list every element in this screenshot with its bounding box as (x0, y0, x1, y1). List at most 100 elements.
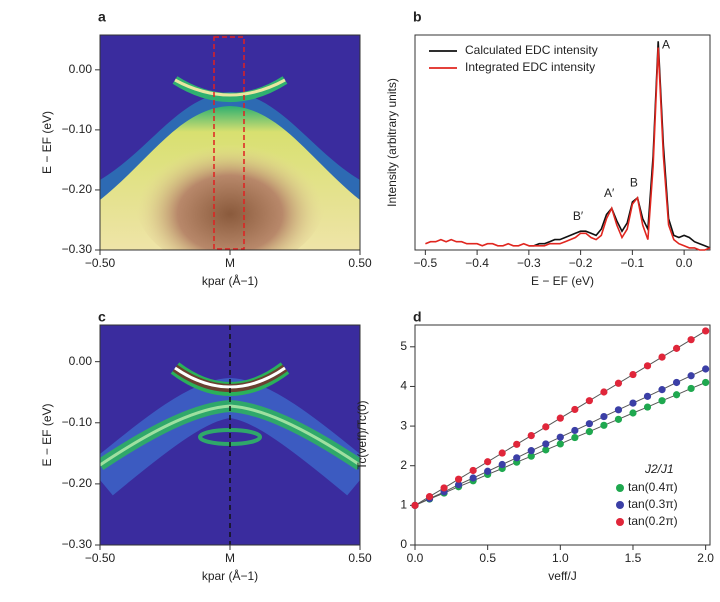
data-point (600, 421, 608, 429)
data-point (454, 481, 463, 489)
data-point (702, 365, 710, 373)
y-tick-label: −0.10 (62, 415, 93, 429)
annotation: A′ (604, 186, 615, 200)
data-point (411, 501, 419, 509)
data-point (600, 388, 608, 396)
data-point (629, 409, 637, 417)
data-point (498, 460, 506, 469)
data-point (484, 458, 492, 466)
data-point (643, 403, 652, 411)
data-point (513, 440, 521, 448)
series-line (425, 47, 711, 251)
y-tick-label: 0 (400, 537, 407, 551)
panel-label: b (413, 9, 422, 25)
data-point (643, 392, 652, 400)
data-point (585, 397, 593, 405)
data-point (672, 378, 681, 387)
y-tick-label: 0.00 (69, 62, 93, 76)
legend-title: J2/J1 (644, 462, 674, 476)
data-point (556, 433, 564, 441)
legend-label: tan(0.3π) (628, 497, 678, 511)
x-tick-label: 0.0 (407, 551, 424, 565)
series-line (528, 41, 711, 249)
data-point (629, 399, 637, 407)
data-point (629, 370, 637, 379)
data-point (658, 353, 666, 361)
y-tick-label: −0.30 (62, 537, 93, 551)
data-point (614, 406, 623, 414)
y-tick-label: 5 (400, 339, 407, 353)
x-axis-label: kpar (Å−1) (202, 568, 258, 583)
x-tick-label: −0.3 (517, 256, 541, 270)
data-point (585, 428, 593, 436)
data-point (658, 386, 666, 394)
y-axis-label: Intensity (arbitrary units) (385, 78, 399, 207)
data-point (542, 440, 550, 448)
y-axis-label: E − EF (eV) (40, 403, 54, 466)
legend-marker (616, 518, 624, 526)
annotation: A (662, 38, 670, 52)
data-point (672, 391, 681, 399)
x-tick-label: M (225, 256, 235, 270)
x-tick-label: −0.1 (621, 256, 645, 270)
y-tick-label: 1 (400, 498, 407, 512)
legend-label: Integrated EDC intensity (465, 60, 595, 74)
data-point (643, 362, 652, 370)
x-tick-label: −0.50 (85, 551, 116, 565)
x-tick-label: 0.50 (348, 551, 372, 565)
data-point (556, 414, 564, 422)
data-point (702, 327, 710, 335)
y-tick-label: −0.30 (62, 242, 93, 256)
legend-label: tan(0.4π) (628, 480, 678, 494)
x-tick-label: −0.4 (465, 256, 489, 270)
x-tick-label: −0.50 (85, 256, 116, 270)
plot-frame (414, 324, 711, 546)
annotation: B′ (573, 209, 584, 223)
panel-label: d (413, 309, 422, 325)
data-point (527, 431, 535, 440)
data-point (556, 440, 564, 448)
x-tick-label: 0.50 (348, 256, 372, 270)
x-tick-label: 0.0 (676, 256, 693, 270)
heatmap-image (100, 325, 360, 545)
x-tick-label: 1.5 (625, 551, 642, 565)
data-point (527, 452, 535, 460)
data-point (425, 493, 434, 501)
data-point (513, 454, 521, 462)
legend-label: Calculated EDC intensity (465, 43, 598, 57)
data-point (614, 415, 623, 423)
y-axis-label: E − EF (eV) (40, 111, 54, 174)
data-point (687, 336, 695, 344)
y-tick-label: −0.20 (62, 476, 93, 490)
data-point (571, 405, 579, 414)
data-point (469, 474, 477, 482)
y-tick-label: 4 (400, 379, 407, 393)
data-point (484, 467, 492, 475)
data-point (687, 384, 695, 393)
data-point (498, 449, 506, 457)
y-axis-label: Tc(veff)/Tc(0) (355, 400, 369, 469)
data-point (600, 412, 608, 421)
y-tick-label: 0.00 (69, 354, 93, 368)
data-point (542, 423, 550, 431)
legend-marker (616, 484, 624, 492)
x-tick-label: −0.5 (413, 256, 437, 270)
x-tick-label: M (225, 551, 235, 565)
legend-label: tan(0.2π) (628, 514, 678, 528)
data-point (571, 426, 579, 435)
data-point (614, 379, 623, 387)
data-point (672, 344, 681, 352)
data-point (585, 420, 593, 428)
data-point (469, 466, 477, 475)
plot-frame (414, 34, 711, 251)
data-point (571, 433, 579, 442)
y-tick-label: −0.10 (62, 122, 93, 136)
x-tick-label: −0.2 (569, 256, 593, 270)
annotation: B (630, 175, 638, 189)
data-point (440, 484, 448, 492)
data-point (702, 378, 710, 387)
x-axis-label: kpar (Å−1) (202, 273, 258, 288)
y-tick-label: 2 (400, 458, 407, 472)
x-axis-label: E − EF (eV) (531, 274, 594, 288)
